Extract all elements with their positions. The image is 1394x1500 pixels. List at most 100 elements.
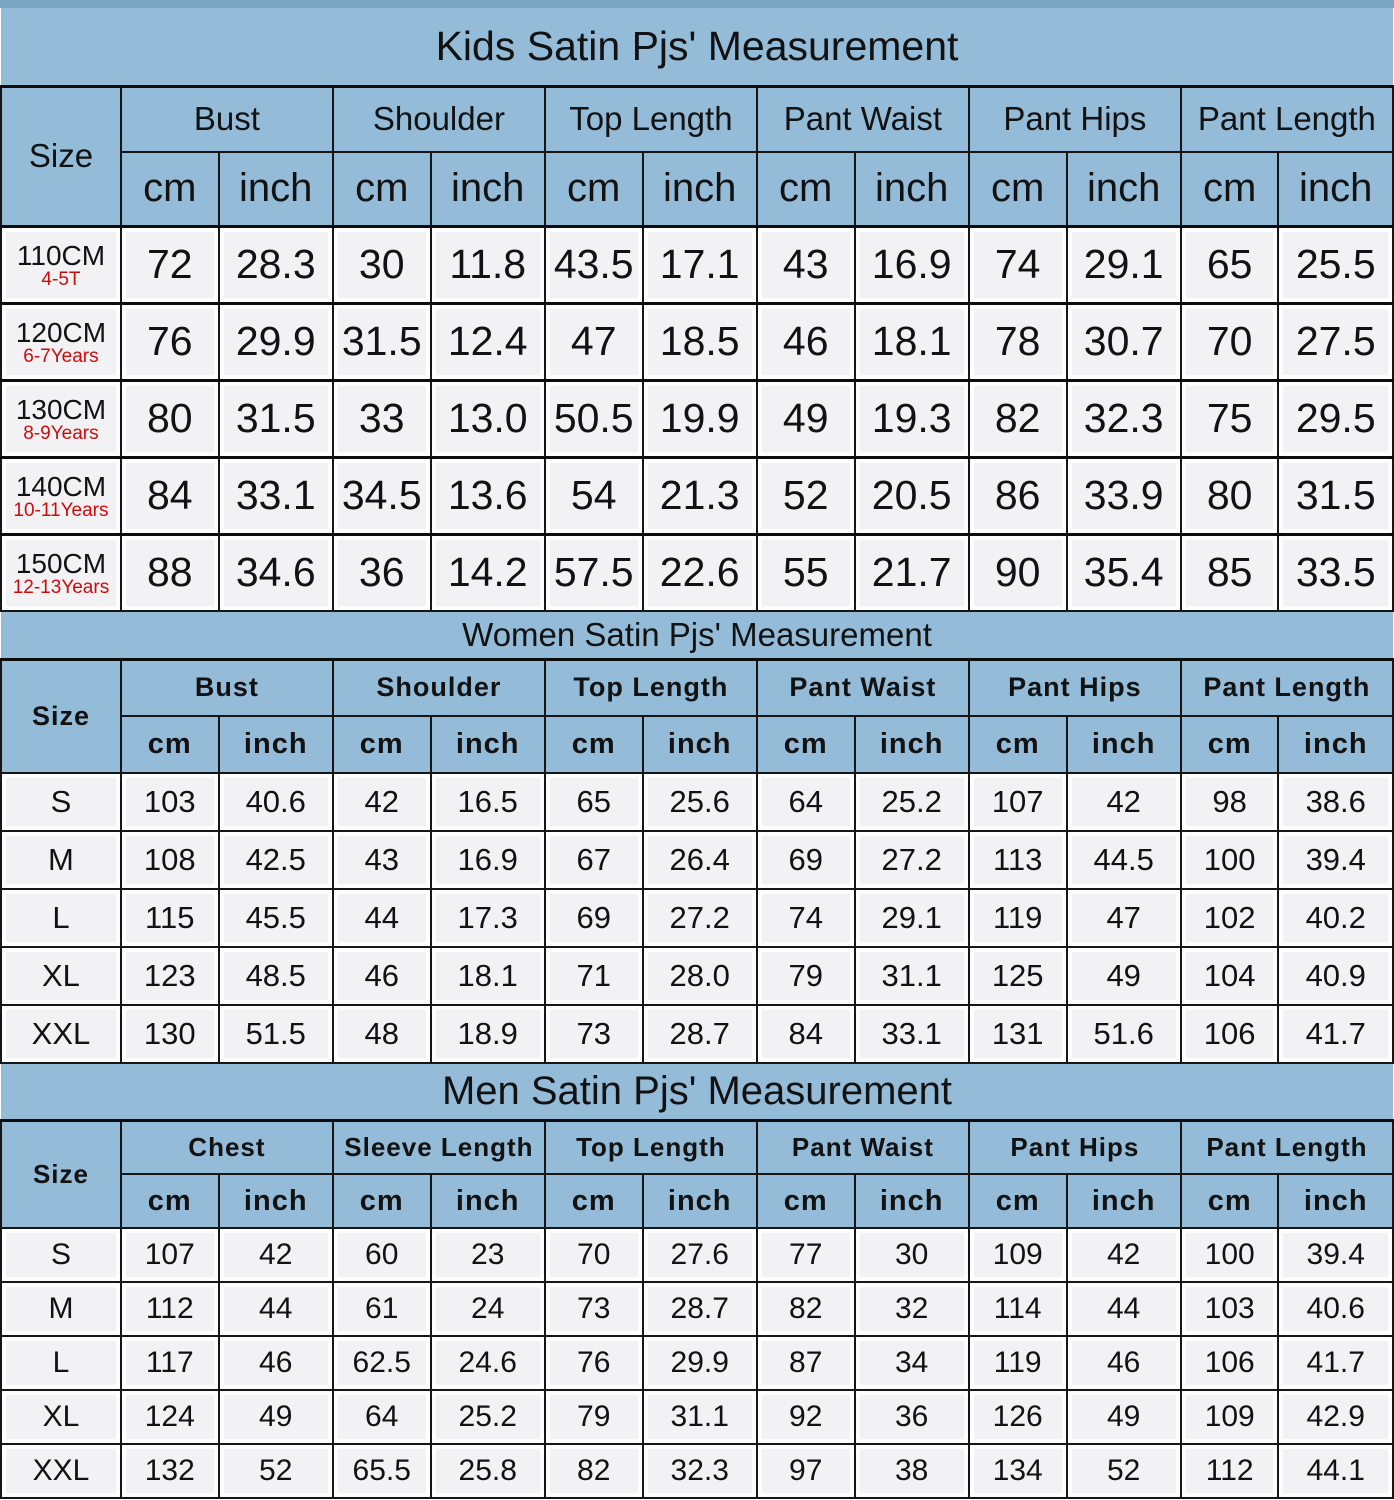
measurement-cell: 19.3 [853,379,970,458]
measurement-cell: 33.5 [1277,533,1394,612]
measurement-cell: 27.5 [1277,302,1394,381]
unit-header-cm: cm [755,151,856,227]
measurement-cell: 109 [1179,1389,1280,1445]
size-value: 110CM [16,239,106,271]
measurement-cell: 100 [1179,830,1280,890]
measurement-cell: 64 [331,1389,432,1445]
men-row-l: L 117 46 62.5 24.6 76 29.9 87 34 119 46 106 41.7 [0,1335,1394,1391]
top-border-strip [0,0,1394,8]
unit-header-inch: inch [853,715,970,774]
measurement-cell: 78 [967,302,1068,381]
measurement-cell: 98 [1179,772,1280,832]
measurement-cell: 25.5 [1277,225,1394,304]
measurement-cell: 39.4 [1277,1227,1394,1283]
measurement-cell: 18.9 [429,1004,546,1064]
measurement-cell: 31.5 [1277,456,1394,535]
measurement-cell: 25.6 [641,772,758,832]
women-title-row: Women Satin Pjs' Measurement [1,612,1393,661]
measurement-cell: 69 [755,830,856,890]
measurement-cell: 41.7 [1277,1004,1394,1064]
measurement-cell: 88 [119,533,220,612]
men-unit-header-row: cm inch cm inch cm inch cm inch cm inch cm inch [1,1173,1394,1229]
measurement-cell: 42 [1065,772,1182,832]
measurement-cell: 84 [119,456,220,535]
men-table-title: Men Satin Pjs' Measurement [1,1064,1393,1122]
measurement-cell: 40.6 [217,772,334,832]
measurement-cell: 76 [119,302,220,381]
row-size-label: XXL [0,1004,122,1064]
unit-header-inch: inch [853,151,970,227]
measurement-cell: 46 [217,1335,334,1391]
measurement-cell: 33.1 [853,1004,970,1064]
measurement-cell: 131 [967,1004,1068,1064]
size-value: XXL [31,1016,91,1051]
row-size-label: 120CM 6-7Years [0,302,122,381]
measurement-cell: 109 [967,1227,1068,1283]
measurement-cell: 32 [853,1281,970,1337]
measurement-cell: 86 [967,456,1068,535]
unit-header-cm: cm [331,151,432,227]
measurement-cell: 87 [755,1335,856,1391]
measurement-cell: 28.0 [641,946,758,1006]
measurement-cell: 30.7 [1065,302,1182,381]
size-value: M [48,842,74,877]
measurement-cell: 29.9 [641,1335,758,1391]
measurement-cell: 52 [755,456,856,535]
measurement-cell: 103 [1179,1281,1280,1337]
measurement-cell: 44.5 [1065,830,1182,890]
measurement-cell: 52 [217,1443,334,1499]
row-size-label: M [0,1281,122,1337]
men-group-header-pant-length: Pant Length [1179,1119,1394,1175]
kids-row-140cm: 140CM 10-11Years 84 33.1 34.5 13.6 54 21.3 52 20.… [0,456,1394,535]
measurement-cell: 108 [119,830,220,890]
measurement-cell: 49 [1065,1389,1182,1445]
measurement-cell: 13.6 [429,456,546,535]
measurement-cell: 51.5 [217,1004,334,1064]
size-value: XL [42,958,80,993]
measurement-cell: 24 [429,1281,546,1337]
unit-header-cm: cm [755,1173,856,1229]
measurement-cell: 134 [967,1443,1068,1499]
measurement-cell: 42 [217,1227,334,1283]
unit-header-inch: inch [641,151,758,227]
measurement-cell: 33.1 [217,456,334,535]
measurement-cell: 38.6 [1277,772,1394,832]
size-value: XXL [32,1454,90,1487]
size-value: L [52,1346,70,1379]
measurement-cell: 70 [1179,302,1280,381]
measurement-cell: 62.5 [331,1335,432,1391]
row-size-label: 130CM 8-9Years [0,379,122,458]
measurement-cell: 41.7 [1277,1335,1394,1391]
unit-header-cm: cm [755,715,856,774]
measurement-cell: 54 [543,456,644,535]
unit-header-inch: inch [1277,151,1394,227]
age-range-label: 4-5T [41,268,81,290]
measurement-cell: 70 [543,1227,644,1283]
row-size-label: L [0,1335,122,1391]
measurement-cell: 79 [543,1389,644,1445]
kids-row-150cm: 150CM 12-13Years 88 34.6 36 14.2 57.5 22.6 55 21.… [0,533,1394,612]
men-group-header-pant-waist: Pant Waist [755,1119,970,1175]
unit-header-inch: inch [641,1173,758,1229]
measurement-cell: 71 [543,946,644,1006]
measurement-cell: 42 [331,772,432,832]
measurement-cell: 33 [331,379,432,458]
measurement-cell: 31.5 [217,379,334,458]
measurement-cell: 73 [543,1004,644,1064]
measurement-cell: 82 [755,1281,856,1337]
measurement-cell: 115 [119,888,220,948]
unit-header-inch: inch [429,151,546,227]
measurement-cell: 69 [543,888,644,948]
women-row-m: M 108 42.5 43 16.9 67 26.4 69 27.2 113 44.5 100 39.4 [0,830,1394,890]
measurement-cell: 44 [1065,1281,1182,1337]
measurement-cell: 75 [1179,379,1280,458]
women-row-xl: XL 123 48.5 46 18.1 71 28.0 79 31.1 125 49 104 40.9 [0,946,1394,1006]
unit-header-cm: cm [967,1173,1068,1229]
men-measurement-table: Men Satin Pjs' Measurement Size Chest Sleev… [0,1064,1394,1499]
measurement-cell: 23 [429,1227,546,1283]
measurement-cell: 40.9 [1277,946,1394,1006]
unit-header-inch: inch [429,1173,546,1229]
measurement-cell: 107 [967,772,1068,832]
measurement-cell: 36 [853,1389,970,1445]
measurement-cell: 25.2 [853,772,970,832]
